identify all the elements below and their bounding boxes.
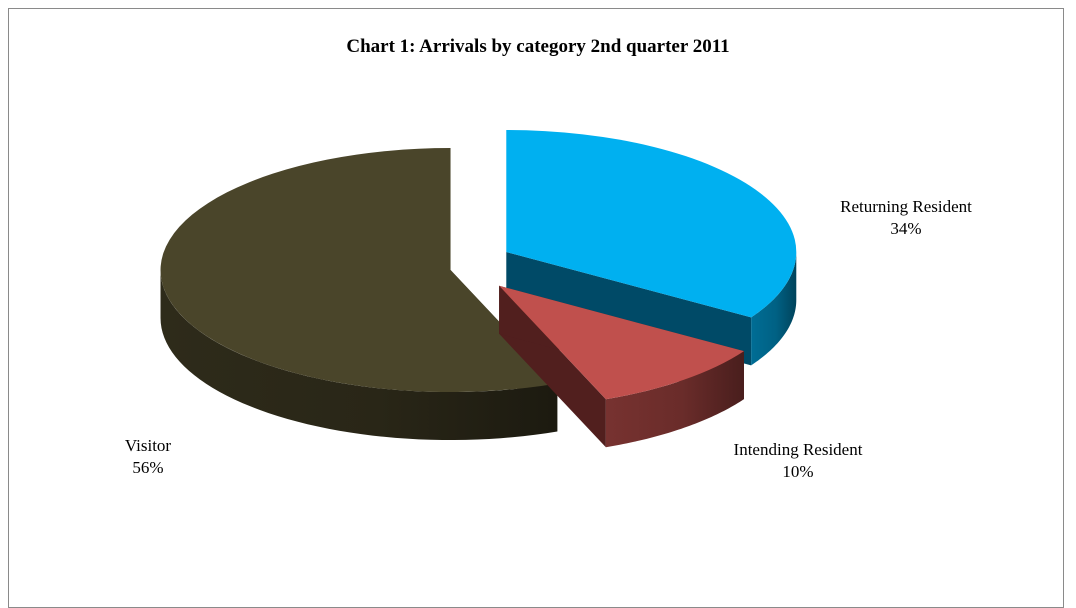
slice-label-name: Intending Resident	[734, 440, 863, 459]
pie-slice-top	[499, 285, 744, 400]
pie-slice-intending-resident	[499, 285, 744, 448]
slice-label-percent: 56%	[132, 458, 163, 477]
pie-slice-top	[506, 129, 797, 318]
slice-label-name: Returning Resident	[840, 197, 972, 216]
pie-slice-visitor	[160, 148, 558, 441]
pie-slice-side	[751, 251, 797, 366]
pie-slice-side	[605, 351, 744, 448]
pie-slice-side	[160, 270, 558, 441]
pie-chart: Returning Resident 34% Intending Resident 1…	[125, 129, 972, 481]
slice-label-percent: 10%	[782, 462, 813, 481]
pie-slice-top	[160, 148, 558, 393]
slice-label-name: Visitor	[125, 436, 172, 455]
slice-label-percent: 34%	[890, 219, 921, 238]
chart-title: Chart 1: Arrivals by category 2nd quarte…	[346, 36, 730, 57]
